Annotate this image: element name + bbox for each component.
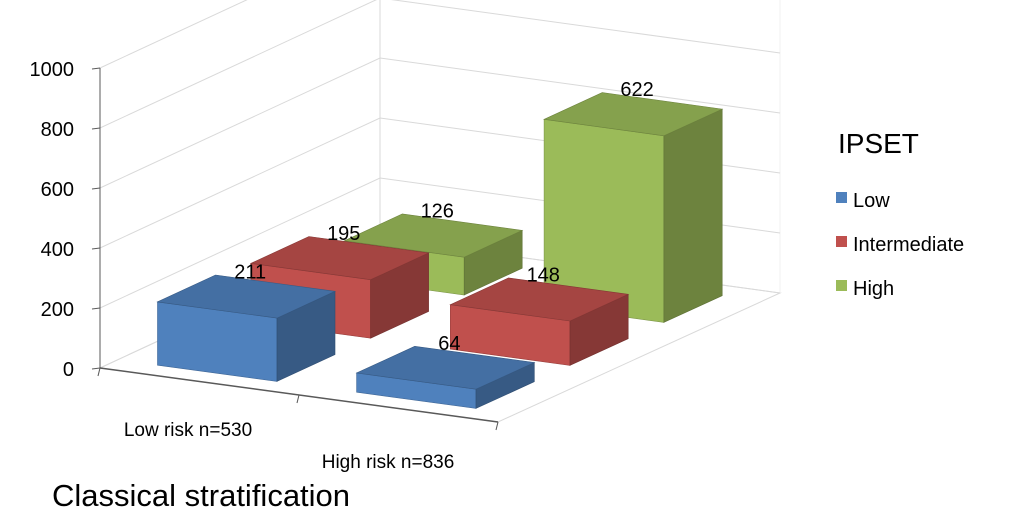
y-tick-label: 400 <box>41 239 74 261</box>
x-tick <box>495 421 499 431</box>
bar-side-face <box>663 108 723 323</box>
x-axis: Low risk n=530 High risk n=836 <box>97 367 499 473</box>
x-tick <box>296 394 300 404</box>
bar <box>543 92 724 323</box>
y-tick <box>91 187 101 190</box>
bar <box>355 345 536 409</box>
y-tick <box>91 247 101 250</box>
data-label: 195 <box>327 223 360 245</box>
bars <box>156 92 724 409</box>
bar <box>156 274 337 382</box>
data-label: 622 <box>620 79 653 101</box>
y-tick-label: 0 <box>63 359 74 381</box>
x-category-label: High risk n=836 <box>322 452 455 473</box>
bar-top-face <box>543 92 724 137</box>
data-label: 126 <box>421 201 454 223</box>
bar-top-face <box>343 213 524 258</box>
data-label: 148 <box>527 264 560 286</box>
gridline <box>99 0 781 129</box>
legend-swatch <box>836 280 847 291</box>
bar-top-face <box>249 236 430 281</box>
y-tick <box>91 127 101 130</box>
x-tick <box>97 367 101 377</box>
y-tick-label: 800 <box>41 119 74 141</box>
bar-top-face <box>156 274 337 319</box>
y-tick-label: 200 <box>41 299 74 321</box>
data-labels: 126 622 195 148 211 64 <box>234 79 653 355</box>
legend-title: IPSET <box>838 128 919 159</box>
legend-label: Intermediate <box>853 234 964 256</box>
gridline <box>99 0 248 69</box>
bar-top-face <box>449 277 630 322</box>
data-label: 211 <box>234 262 266 284</box>
y-tick-label: 1000 <box>30 59 75 81</box>
bar-top-face <box>355 345 536 390</box>
y-tick <box>91 367 101 370</box>
legend-swatch <box>836 236 847 247</box>
x-category-label: Low risk n=530 <box>124 420 252 441</box>
legend: IPSET Low Intermediate High <box>836 128 964 300</box>
y-tick <box>91 67 101 70</box>
gridline <box>99 57 781 189</box>
legend-label: High <box>853 278 894 300</box>
y-axis: 0 200 400 600 800 1000 <box>30 59 101 381</box>
bar <box>449 277 630 366</box>
x-axis-title: Classical stratification <box>52 478 351 513</box>
y-tick <box>91 307 101 310</box>
y-tick-label: 600 <box>41 179 74 201</box>
legend-swatch <box>836 192 847 203</box>
legend-label: Low <box>853 190 890 212</box>
data-label: 64 <box>438 333 460 355</box>
